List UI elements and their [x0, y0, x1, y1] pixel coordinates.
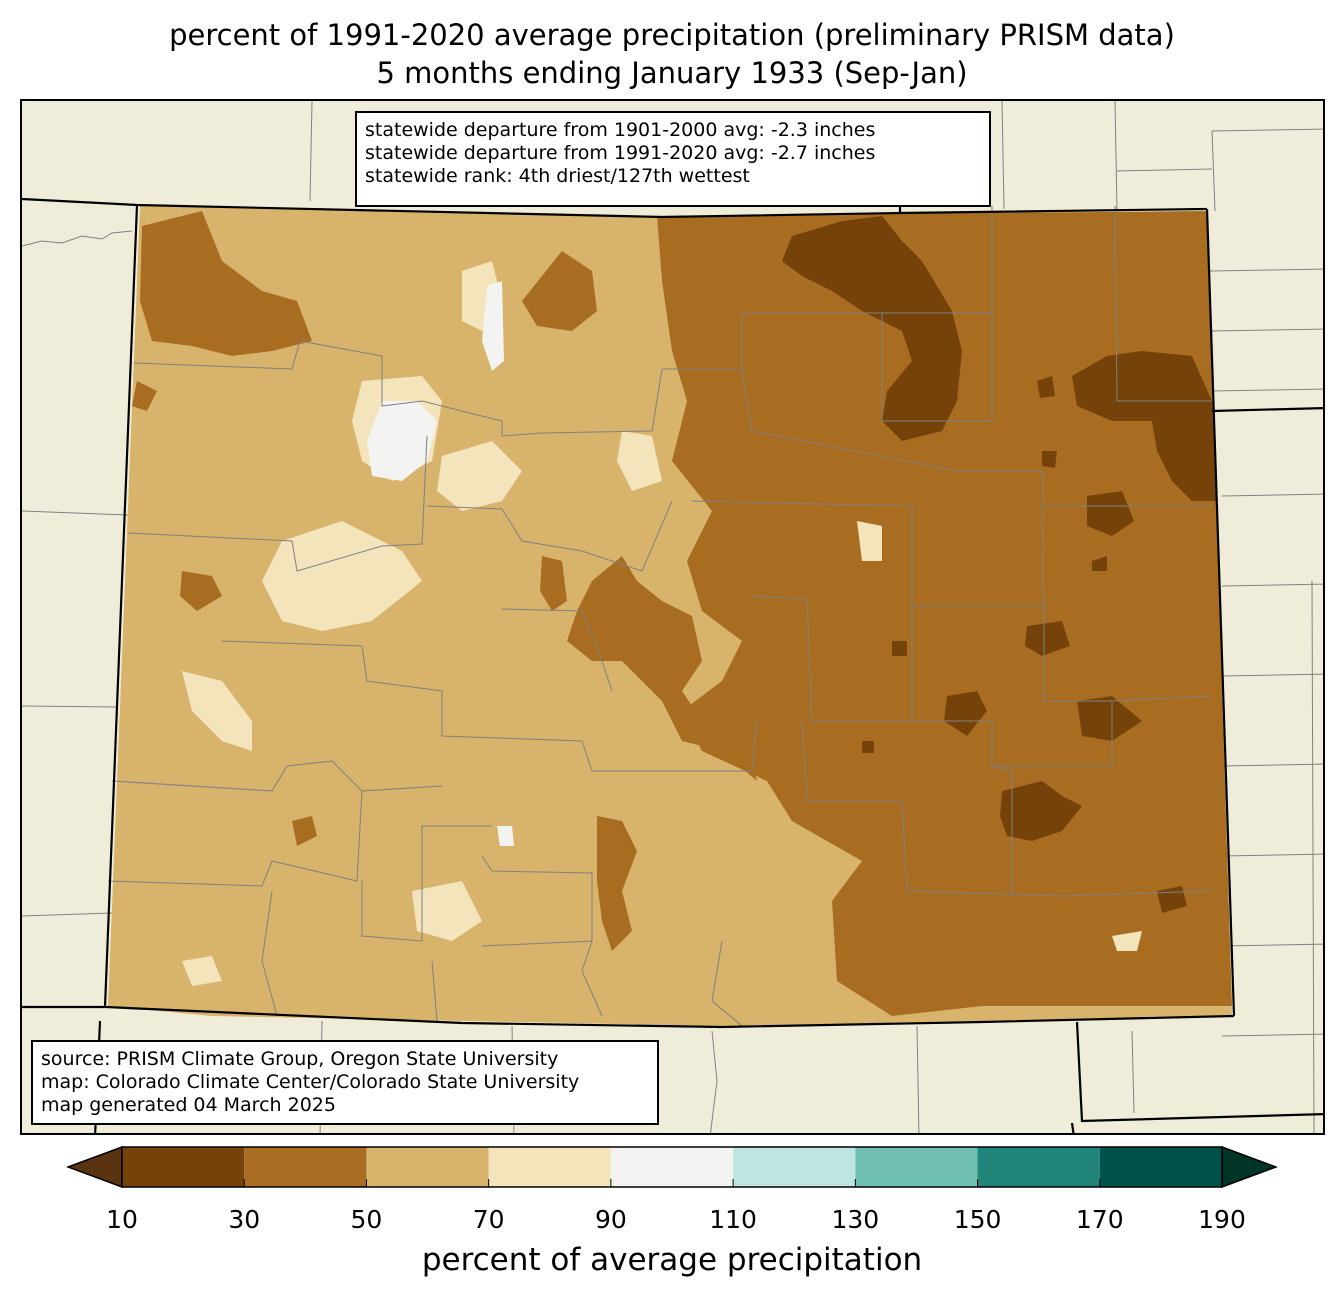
- colorbar-tick-label: 70: [472, 1205, 505, 1234]
- precip-class-10-30: [782, 216, 1217, 913]
- state-boundaries: [22, 197, 1323, 1133]
- colorbar-segment: [733, 1147, 856, 1187]
- colorbar-tick-label: 50: [350, 1205, 383, 1234]
- colorado-precip-fill: [108, 206, 1232, 1026]
- colorbar-outline: [121, 1146, 1223, 1188]
- map-title-line-1: percent of 1991-2020 average precipitati…: [169, 18, 1175, 52]
- colorbar-segment: [977, 1147, 1100, 1187]
- colorbar: [66, 1146, 1278, 1188]
- source-line-generated: map generated 04 March 2025: [41, 1094, 336, 1116]
- colorbar-tick-label: 150: [953, 1205, 1002, 1234]
- colorbar-extend-high: [1221, 1146, 1278, 1188]
- map-title-line-2: 5 months ending January 1933 (Sep-Jan): [376, 56, 968, 90]
- colorbar-tick-label: 130: [831, 1205, 880, 1234]
- colorbar-tick-label: 170: [1075, 1205, 1124, 1234]
- stats-departure-1991-2020: statewide departure from 1991-2020 avg: …: [365, 142, 876, 164]
- precip-class-30-50-nw: [140, 211, 312, 356]
- colorbar-segment: [122, 1147, 245, 1187]
- colorbar-tick-label: 30: [228, 1205, 261, 1234]
- source-line-prism: source: PRISM Climate Group, Oregon Stat…: [41, 1048, 559, 1070]
- precip-class-30-50-central: [567, 556, 757, 781]
- colorbar-segment: [855, 1147, 978, 1187]
- precipitation-map: [22, 101, 1323, 1133]
- stats-rank: statewide rank: 4th driest/127th wettest: [365, 165, 750, 187]
- colorbar-segment: [1099, 1147, 1222, 1187]
- colorbar-segment: [244, 1147, 367, 1187]
- source-credit-box: source: PRISM Climate Group, Oregon Stat…: [31, 1040, 659, 1125]
- colorbar-tick-label: 110: [709, 1205, 757, 1234]
- precip-class-30-50-east: [657, 211, 1232, 1016]
- colorbar-tick-label: 10: [106, 1205, 138, 1234]
- colorbar-extend-low: [66, 1146, 123, 1188]
- colorbar-segment: [488, 1147, 611, 1187]
- colorbar-tick-label: 190: [1198, 1205, 1246, 1234]
- colorbar-label: percent of average precipitation: [421, 1242, 923, 1278]
- statewide-stats-box: statewide departure from 1901-2000 avg: …: [355, 111, 991, 207]
- stats-departure-1901-2000: statewide departure from 1901-2000 avg: …: [365, 119, 876, 141]
- source-line-map: map: Colorado Climate Center/Colorado St…: [41, 1071, 580, 1093]
- colorado-county-lines: [107, 205, 1213, 1027]
- precip-class-90-110: [367, 281, 514, 846]
- colorbar-segment: [366, 1147, 489, 1187]
- map-panel: [20, 99, 1325, 1135]
- colorbar-segment: [610, 1147, 734, 1187]
- colorbar-tick-label: 90: [594, 1205, 627, 1234]
